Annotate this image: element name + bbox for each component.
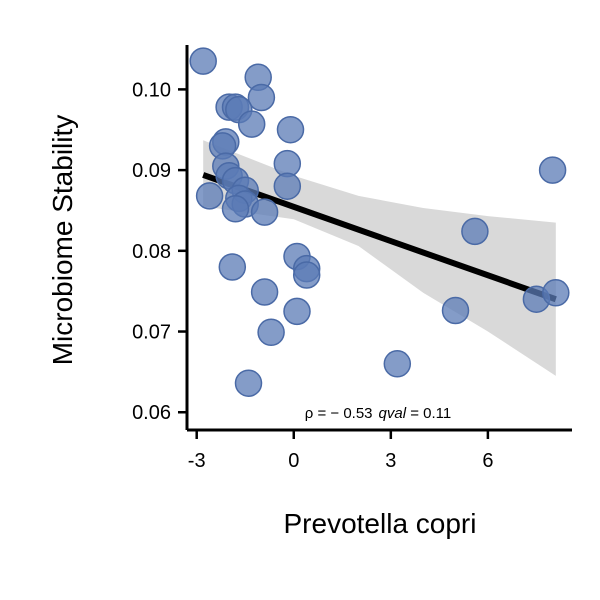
data-point <box>292 261 321 289</box>
data-point <box>257 318 285 347</box>
data-point <box>283 297 311 326</box>
data-point <box>247 83 276 112</box>
regression-line <box>202 172 557 303</box>
x-axis-title: Prevotella copri <box>284 508 477 539</box>
x-tick-label: -3 <box>188 450 206 472</box>
data-point <box>250 198 279 226</box>
regression-line-layer <box>202 172 557 303</box>
y-tick-label: 0.07 <box>132 322 171 344</box>
x-tick-label: 6 <box>482 450 493 472</box>
x-tick-label: 3 <box>385 450 396 472</box>
data-points-layer <box>189 47 570 397</box>
data-point <box>250 278 279 306</box>
x-tick-label: 0 <box>288 450 299 472</box>
y-axis-title: Microbiome Stability <box>47 115 78 366</box>
data-point <box>461 217 489 246</box>
data-point <box>383 350 412 378</box>
data-point <box>234 369 263 397</box>
data-point <box>195 182 224 210</box>
data-point <box>542 279 570 307</box>
y-tick-label: 0.08 <box>132 241 171 263</box>
data-point <box>218 253 247 281</box>
data-point <box>189 47 217 75</box>
axes <box>185 45 572 432</box>
y-tick-label: 0.06 <box>132 402 171 424</box>
rho-text: ρ = − 0.53 <box>305 405 373 422</box>
y-tick-label: 0.09 <box>132 160 171 182</box>
data-point <box>441 296 470 325</box>
data-point <box>276 115 305 144</box>
stats-annotation: ρ = − 0.53 qval = 0.11 <box>305 405 451 422</box>
qval-label: qval <box>379 405 407 422</box>
data-point <box>221 195 250 223</box>
qval-text: = 0.11 <box>406 405 451 422</box>
y-tick-label: 0.10 <box>132 79 171 101</box>
data-point <box>538 156 567 184</box>
confidence-band-layer <box>203 140 556 376</box>
ticks: -3 0 3 6 0.06 0.07 0.08 0.09 0.10 <box>132 79 493 472</box>
data-point <box>237 110 266 138</box>
data-point <box>273 172 302 200</box>
confidence-band <box>203 140 556 376</box>
